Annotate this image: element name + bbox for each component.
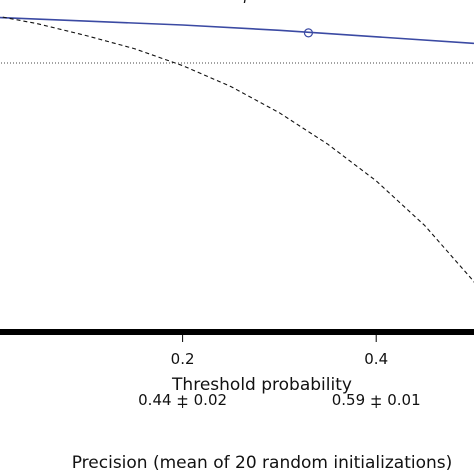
annotation-text: Mean net benefit for p = 0.33: 0.12 ± 0.… — [86, 0, 408, 4]
solid-series-line — [0, 16, 474, 45]
secondary-x-tick-labels: 0.44 ± 0.020.59 ± 0.010.71 ± 0.020.8 — [138, 391, 421, 409]
x-tick-labels: 0.20.40.60.8 — [171, 350, 388, 368]
x-axis — [0, 329, 474, 342]
secondary-x-axis-title: Precision (mean of 20 random initializat… — [72, 453, 453, 473]
dashed-series-line — [0, 16, 474, 283]
secondary-x-tick-label: 0.59 ± 0.01 — [332, 391, 421, 409]
highlight-point-marker — [303, 28, 314, 38]
x-tick-label: 0.2 — [171, 350, 195, 368]
x-axis-baseline — [0, 329, 474, 335]
x-tick-label: 0.4 — [364, 350, 388, 368]
annotations: Mean net benefit for p = 0.8: 0.02 ± 0.0… — [86, 0, 408, 4]
plot-area — [0, 16, 474, 283]
x-axis-title: Threshold probability — [171, 375, 352, 395]
secondary-x-tick-label: 0.44 ± 0.02 — [138, 391, 227, 409]
